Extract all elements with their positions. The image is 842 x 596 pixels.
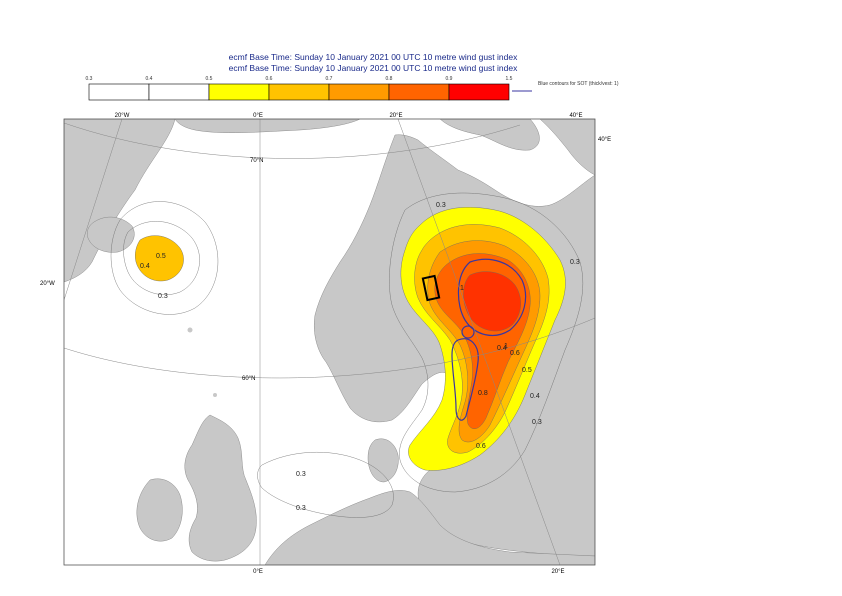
legend-swatch-7 bbox=[448, 83, 510, 101]
contour-label-13: 0.3 bbox=[570, 259, 580, 266]
map-border bbox=[63, 118, 596, 566]
contour-label-8: 0.3 bbox=[532, 419, 542, 426]
legend-swatch-3 bbox=[208, 83, 270, 101]
color-legend: 0.3 0.4 0.5 0.6 0.7 0.8 0.9 1.5 Blue con… bbox=[86, 76, 619, 101]
sot-contour-1 bbox=[457, 258, 527, 337]
legend-tick-6: 0.8 bbox=[386, 76, 393, 82]
lon-label-right-40e: 40°E bbox=[598, 137, 611, 143]
contour-label-3: 0.3 bbox=[158, 293, 168, 300]
lon-label-top-20w: 20°W bbox=[115, 113, 130, 119]
continent-land bbox=[264, 490, 595, 565]
legend-tick-7: 0.9 bbox=[446, 76, 453, 82]
legend-tick-8: 1.5 bbox=[506, 76, 513, 82]
graticule-20w bbox=[64, 119, 123, 301]
island-1 bbox=[187, 327, 193, 333]
contour-label-16: 0.4 bbox=[497, 345, 507, 352]
contour-label-15: 1 bbox=[504, 343, 508, 350]
lon-label-left-20w: 20°W bbox=[40, 281, 55, 287]
iceland-land bbox=[87, 216, 135, 253]
britain-land bbox=[184, 414, 257, 562]
title-line-1: ecmf Base Time: Sunday 10 January 2021 0… bbox=[228, 52, 518, 62]
lon-label-top-20e: 20°E bbox=[389, 113, 402, 119]
gust-red-area bbox=[463, 271, 521, 332]
contour-label-7: 0.4 bbox=[530, 393, 540, 400]
lat-label-70n: 70°N bbox=[250, 158, 263, 164]
contour-label-2: 0.4 bbox=[140, 263, 150, 270]
island-2 bbox=[213, 393, 217, 397]
map-panel: 0.5 0.4 0.3 0.3 0.3 0.3 0.4 0.3 0.5 0.6 … bbox=[64, 119, 595, 565]
denmark-land bbox=[367, 438, 399, 483]
legend-sot-note: Blue contours for SOT (thick/vest: 1) bbox=[538, 81, 619, 87]
legend-tick-1: 0.3 bbox=[86, 76, 93, 82]
graticule-60n bbox=[64, 317, 595, 379]
title-line-2: ecmf Base Time: Sunday 10 January 2021 0… bbox=[228, 63, 518, 73]
graticule-20e bbox=[397, 119, 561, 565]
legend-tick-4: 0.6 bbox=[266, 76, 273, 82]
lon-label-top-40e: 40°E bbox=[569, 113, 582, 119]
legend-swatch-6 bbox=[388, 83, 450, 101]
legend-tick-5: 0.7 bbox=[326, 76, 333, 82]
lon-label-bottom-20e: 20°E bbox=[551, 569, 564, 575]
legend-swatch-1 bbox=[88, 83, 150, 101]
contour-scandi-outer bbox=[389, 192, 583, 493]
contour-southern bbox=[257, 452, 394, 518]
contour-label-12: 0.8 bbox=[478, 390, 488, 397]
contour-label-4: 0.3 bbox=[296, 471, 306, 478]
highlight-box bbox=[421, 274, 441, 302]
legend-tick-3: 0.5 bbox=[206, 76, 213, 82]
legend-tick-2: 0.4 bbox=[146, 76, 153, 82]
ireland-land bbox=[136, 478, 183, 542]
sot-contour-2 bbox=[451, 338, 479, 421]
contour-label-6: 0.3 bbox=[436, 202, 446, 209]
novaya-zemlya bbox=[539, 119, 595, 176]
contour-label-11: 0.6 bbox=[510, 350, 520, 357]
gust-iceland-orange bbox=[135, 235, 184, 282]
contour-label-1: 0.5 bbox=[156, 253, 166, 260]
legend-swatch-4 bbox=[268, 83, 330, 101]
sot-small-ring bbox=[461, 325, 475, 339]
lon-label-bottom-0: 0°E bbox=[253, 569, 263, 575]
arctic-land-top bbox=[174, 119, 361, 133]
contour-label-10: 0.6 bbox=[476, 443, 486, 450]
contour-label-14: 1 bbox=[460, 285, 464, 292]
lon-label-top-0: 0°E bbox=[253, 113, 263, 119]
legend-swatch-2 bbox=[148, 83, 210, 101]
legend-swatch-5 bbox=[328, 83, 390, 101]
contour-label-9: 0.5 bbox=[522, 367, 532, 374]
graticule-70n bbox=[64, 122, 521, 159]
contour-label-5: 0.3 bbox=[296, 505, 306, 512]
lat-label-60n: 60°N bbox=[242, 376, 255, 382]
